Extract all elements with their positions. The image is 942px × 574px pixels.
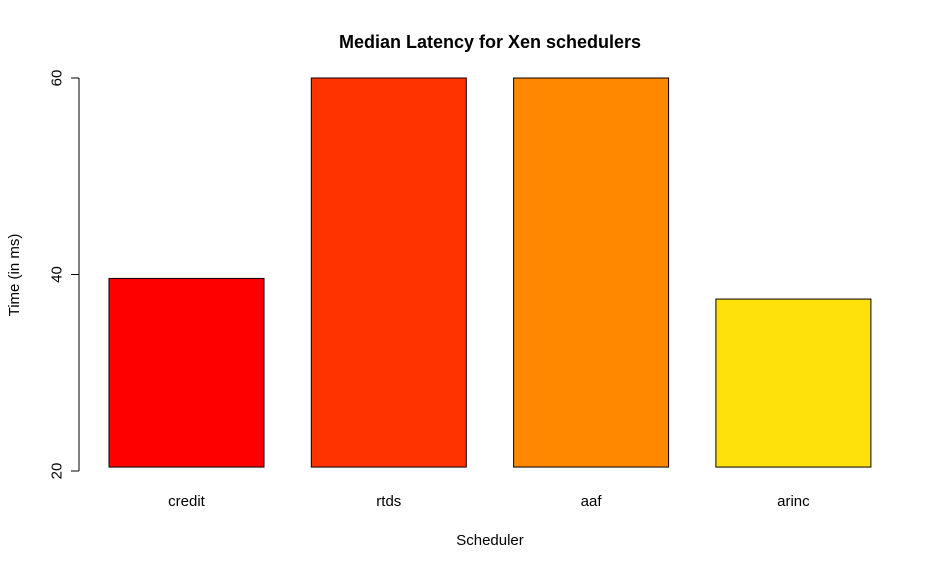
bar-credit <box>108 277 265 468</box>
bar-arinc <box>715 298 872 468</box>
chart-title: Median Latency for Xen schedulers <box>339 32 641 52</box>
y-axis-label: Time (in ms) <box>6 234 23 317</box>
bars-group <box>108 77 872 468</box>
x-axis-label: Scheduler <box>456 532 524 549</box>
y-tick-label-60: 60 <box>48 70 65 87</box>
bar-aaf <box>513 77 670 468</box>
y-axis: 20 40 60 <box>48 70 80 480</box>
x-tick-label-arinc: arinc <box>777 493 810 510</box>
x-tick-label-rtds: rtds <box>376 493 401 510</box>
category-labels: credit rtds aaf arinc <box>168 493 810 510</box>
y-tick-label-40: 40 <box>48 266 65 283</box>
bar-rtds <box>310 77 467 468</box>
x-tick-label-aaf: aaf <box>581 493 603 510</box>
y-tick-label-20: 20 <box>48 463 65 480</box>
x-tick-label-credit: credit <box>168 493 206 510</box>
